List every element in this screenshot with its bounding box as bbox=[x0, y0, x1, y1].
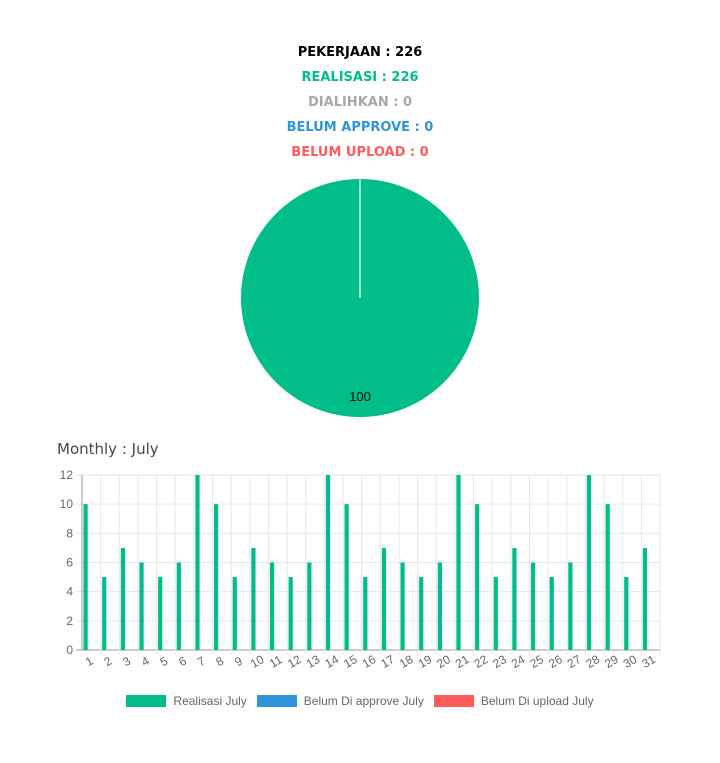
legend-label: Realisasi July bbox=[173, 694, 247, 708]
belum-approve-stat: BELUM APPROVE : 0 bbox=[286, 120, 434, 135]
pie-data-label: 100 bbox=[349, 389, 371, 404]
realisasi-stat: REALISASI : 226 bbox=[301, 70, 419, 85]
bar-realisasi-july-18 bbox=[400, 562, 405, 650]
bar-realisasi-july-7 bbox=[195, 475, 200, 650]
bar-realisasi-july-9 bbox=[232, 577, 237, 650]
bar-realisasi-july-29 bbox=[605, 504, 610, 650]
legend-item[interactable]: Belum Di upload July bbox=[433, 694, 594, 708]
legend-swatch bbox=[433, 695, 474, 707]
bar-realisasi-july-1 bbox=[83, 504, 88, 650]
dialihkan-stat: DIALIHKAN : 0 bbox=[308, 95, 412, 110]
pie-chart: 100 bbox=[241, 179, 479, 417]
y-tick-label: 8 bbox=[66, 526, 73, 540]
x-tick-label: 22 bbox=[472, 652, 491, 671]
x-tick-label: 24 bbox=[509, 652, 528, 671]
bar-realisasi-july-8 bbox=[214, 504, 219, 650]
x-tick-label: 12 bbox=[285, 652, 304, 671]
x-tick-label: 30 bbox=[621, 652, 640, 671]
belum-upload-stat: BELUM UPLOAD : 0 bbox=[291, 145, 429, 160]
x-tick-label: 25 bbox=[528, 652, 547, 671]
x-tick-label: 19 bbox=[416, 652, 435, 671]
bar-realisasi-july-19 bbox=[419, 577, 424, 650]
bar-realisasi-july-21 bbox=[456, 475, 461, 650]
bar-realisasi-july-12 bbox=[288, 577, 293, 650]
legend-label: Belum Di approve July bbox=[303, 694, 424, 708]
x-tick-label: 21 bbox=[453, 652, 472, 671]
x-tick-label: 29 bbox=[602, 652, 621, 671]
x-tick-label: 1 bbox=[83, 654, 96, 670]
x-tick-label: 6 bbox=[176, 654, 189, 670]
bar-realisasi-july-25 bbox=[530, 562, 536, 650]
bar-realisasi-july-30 bbox=[624, 577, 629, 650]
legend-item[interactable]: Belum Di approve July bbox=[256, 694, 424, 708]
x-tick-label: 2 bbox=[102, 654, 115, 670]
bar-realisasi-july-31 bbox=[642, 547, 648, 650]
x-tick-label: 26 bbox=[546, 652, 565, 671]
x-tick-label: 13 bbox=[304, 652, 323, 671]
y-tick-label: 10 bbox=[60, 497, 74, 511]
x-tick-label: 9 bbox=[232, 654, 245, 670]
x-tick-label: 18 bbox=[397, 652, 416, 671]
bar-realisasi-july-3 bbox=[120, 547, 126, 650]
bar-realisasi-july-15 bbox=[344, 504, 349, 650]
x-tick-label: 10 bbox=[248, 652, 267, 671]
x-tick-label: 27 bbox=[565, 652, 584, 671]
x-tick-label: 15 bbox=[341, 652, 360, 671]
bar-realisasi-july-13 bbox=[307, 562, 312, 650]
bar-realisasi-july-24 bbox=[512, 547, 517, 650]
y-tick-label: 2 bbox=[66, 614, 73, 628]
grid-lines bbox=[76, 474, 661, 655]
x-tick-label: 3 bbox=[120, 654, 133, 670]
x-tick-label: 23 bbox=[490, 652, 509, 671]
monthly-title: Monthly : July bbox=[57, 440, 159, 458]
x-tick-label: 5 bbox=[158, 654, 171, 670]
bar-realisasi-july-11 bbox=[269, 562, 275, 650]
bar-realisasi-july-26 bbox=[549, 577, 554, 650]
x-tick-label: 14 bbox=[322, 652, 341, 671]
legend-item[interactable]: Realisasi July bbox=[126, 694, 247, 708]
x-tick-label: 7 bbox=[195, 654, 208, 670]
bar-realisasi-july-10 bbox=[251, 547, 256, 650]
legend-swatch bbox=[126, 695, 167, 707]
bar-realisasi-july-28 bbox=[586, 475, 592, 650]
summary-stats: PEKERJAAN : 226 REALISASI : 226 DIALIHKA… bbox=[0, 40, 720, 165]
legend-swatch bbox=[256, 695, 297, 707]
bar-realisasi-july-16 bbox=[363, 577, 368, 650]
legend-label: Belum Di upload July bbox=[480, 694, 594, 708]
y-tick-label: 4 bbox=[66, 585, 73, 599]
bar-realisasi-july-17 bbox=[381, 547, 387, 650]
bar-realisasi-july-4 bbox=[139, 562, 144, 650]
x-tick-label: 4 bbox=[139, 654, 152, 670]
bar-realisasi-july-22 bbox=[475, 504, 480, 650]
x-tick-label: 28 bbox=[583, 652, 602, 671]
y-tick-label: 6 bbox=[66, 556, 73, 570]
x-tick-label: 16 bbox=[360, 652, 379, 671]
chart-legend: Realisasi July Belum Di approve July Belum… bbox=[0, 694, 720, 708]
x-tick-label: 11 bbox=[267, 652, 285, 671]
bar-realisasi-july-5 bbox=[158, 577, 163, 650]
x-tick-label: 17 bbox=[378, 652, 397, 671]
y-tick-label: 0 bbox=[66, 643, 73, 657]
bar-realisasi-july-20 bbox=[437, 562, 442, 650]
x-tick-label: 8 bbox=[213, 654, 226, 670]
y-tick-label: 12 bbox=[60, 468, 74, 482]
bar-realisasi-july-6 bbox=[176, 562, 181, 650]
x-tick-label: 20 bbox=[434, 652, 453, 671]
bar-realisasi-july-27 bbox=[568, 562, 573, 650]
bar-realisasi-july-14 bbox=[325, 475, 331, 650]
x-tick-label: 31 bbox=[639, 652, 658, 671]
bar-realisasi-july-23 bbox=[493, 577, 498, 650]
pekerjaan-stat: PEKERJAAN : 226 bbox=[297, 45, 423, 60]
bar-realisasi-july-2 bbox=[102, 577, 107, 650]
